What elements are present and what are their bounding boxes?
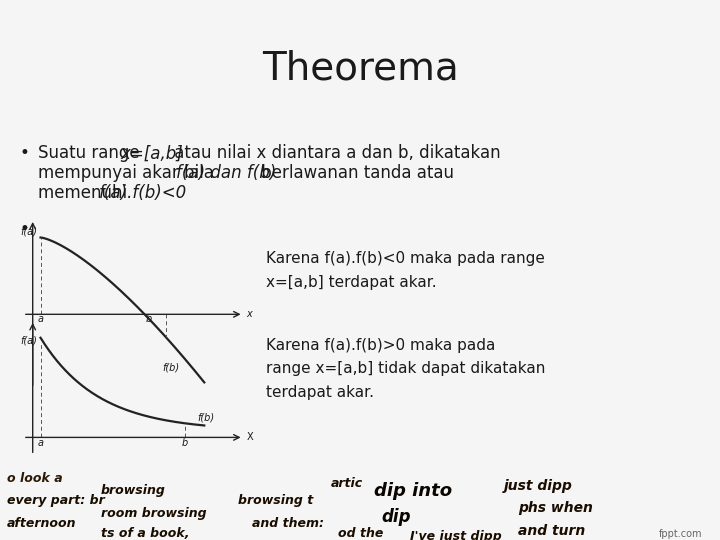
Text: Karena f(a).f(b)>0 maka pada
range x=[a,b] tidak dapat dikatakan
terdapat akar.: Karena f(a).f(b)>0 maka pada range x=[a,… — [266, 338, 546, 400]
Text: f(a): f(a) — [20, 226, 37, 237]
Text: •: • — [20, 144, 30, 163]
Text: f(a).f(b)<0: f(a).f(b)<0 — [99, 184, 187, 202]
Text: room browsing: room browsing — [101, 507, 207, 520]
Text: afternoon: afternoon — [7, 517, 77, 530]
Text: Suatu range: Suatu range — [38, 144, 145, 163]
Text: •: • — [20, 220, 30, 238]
Text: I've just dipp: I've just dipp — [410, 530, 502, 540]
Text: o look a: o look a — [7, 471, 63, 484]
Text: atau nilai x diantara a dan b, dikatakan: atau nilai x diantara a dan b, dikatakan — [169, 144, 500, 163]
Text: Theorema: Theorema — [261, 50, 459, 88]
Text: b: b — [181, 437, 188, 448]
Text: mempunyai akar bila: mempunyai akar bila — [38, 164, 219, 183]
Text: dip: dip — [382, 508, 411, 526]
Text: x: x — [246, 309, 252, 319]
Text: artic: artic — [331, 477, 364, 490]
Text: Karena f(a).f(b)<0 maka pada range
x=[a,b] terdapat akar.: Karena f(a).f(b)<0 maka pada range x=[a,… — [266, 251, 545, 289]
Text: berlawanan tanda atau: berlawanan tanda atau — [256, 164, 454, 183]
Text: browsing: browsing — [101, 484, 166, 497]
Text: a: a — [37, 314, 43, 323]
Text: memenuhi: memenuhi — [38, 184, 132, 202]
Text: just dipp: just dipp — [504, 478, 572, 492]
Text: x=[a,b]: x=[a,b] — [120, 144, 183, 163]
Text: od the: od the — [338, 528, 384, 540]
Text: X: X — [246, 433, 253, 442]
Text: fppt.com: fppt.com — [659, 529, 702, 539]
Text: every part: br: every part: br — [7, 494, 105, 507]
Text: a: a — [37, 437, 43, 448]
Text: phs when: phs when — [518, 501, 593, 515]
Text: ts of a book,: ts of a book, — [101, 528, 189, 540]
Text: f(b): f(b) — [198, 413, 215, 423]
Text: and turn: and turn — [518, 524, 585, 538]
Text: f(a) dan f(b): f(a) dan f(b) — [176, 164, 276, 183]
Text: f(b): f(b) — [162, 363, 179, 373]
Text: dip into: dip into — [374, 482, 453, 500]
Text: b: b — [146, 314, 152, 323]
Text: browsing t: browsing t — [238, 494, 313, 507]
Text: f(a): f(a) — [20, 335, 37, 345]
Text: and them:: and them: — [252, 517, 324, 530]
